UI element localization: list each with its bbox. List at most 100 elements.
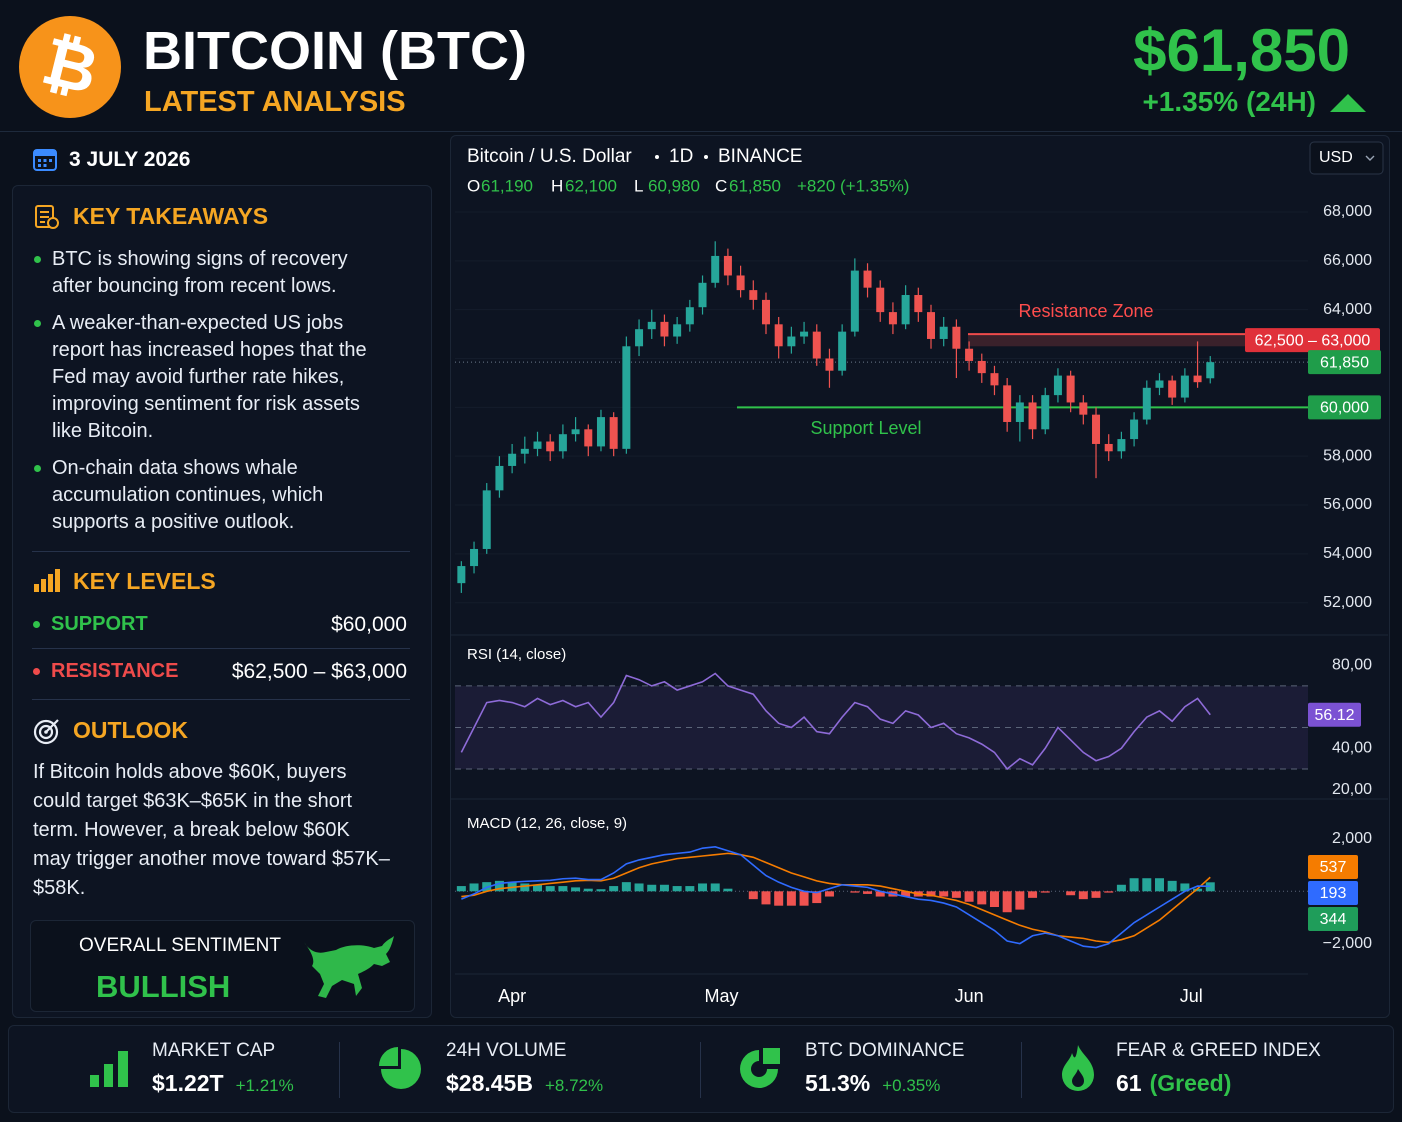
candle-body <box>1193 375 1202 383</box>
candle-body <box>888 312 897 325</box>
calendar-icon <box>33 149 57 171</box>
candle-body <box>787 336 796 347</box>
logo-circle <box>19 16 121 118</box>
histogram-bar <box>583 888 593 892</box>
y-tick-label: 66,000 <box>1323 252 1372 269</box>
y-tick-label: 58,000 <box>1323 447 1372 464</box>
histogram-bar <box>558 886 568 892</box>
candle-body <box>1066 375 1075 403</box>
bull-icon <box>304 936 394 998</box>
sidebar-panel <box>12 185 432 1018</box>
macd-line <box>461 846 1211 949</box>
histogram-bar <box>571 887 581 892</box>
pane-title: RSI (14, close) <box>467 646 566 663</box>
takeaways-title: KEY TAKEAWAYS <box>73 203 269 229</box>
level-label: SUPPORT <box>33 613 148 636</box>
candle-body <box>749 290 758 300</box>
divider <box>32 699 410 700</box>
btc-logo: ₿ <box>19 16 121 118</box>
separator-dot <box>655 155 659 159</box>
resistance-badge <box>1245 328 1380 353</box>
takeaways-list: BTC is showing signs of recovery after b… <box>32 246 377 546</box>
candle-body <box>800 331 809 337</box>
candle-body <box>825 358 834 371</box>
candle-body <box>977 360 986 374</box>
candle-body <box>914 295 923 313</box>
page-subtitle: LATEST ANALYSIS <box>144 86 406 118</box>
stat-value: $1.22T +1.21% <box>152 1070 294 1097</box>
candle-body <box>1003 385 1012 422</box>
candle-body <box>1206 362 1215 379</box>
y-tick-label: 56,000 <box>1323 496 1372 513</box>
chart-title: Bitcoin / U.S. Dollar <box>467 146 632 167</box>
histogram-bar <box>723 888 733 892</box>
stat-value: 61 (Greed) <box>1116 1070 1231 1097</box>
ohlc-value: 62,100 <box>565 176 617 195</box>
macd-badge <box>1308 855 1358 879</box>
price: $61,850 <box>1133 17 1350 84</box>
candle-body <box>1104 443 1113 452</box>
ohlc-key: O <box>467 176 480 195</box>
candle-body <box>1053 375 1062 396</box>
macd-badge-label: 537 <box>1320 859 1347 876</box>
volume-icon <box>379 1047 421 1089</box>
candle-body <box>711 255 720 283</box>
histogram-bar <box>685 886 695 892</box>
histogram-bar <box>1116 884 1126 892</box>
histogram-bar <box>799 891 809 906</box>
histogram-bar <box>901 891 911 897</box>
histogram-bar <box>1167 880 1177 892</box>
histogram-bar <box>1142 878 1152 892</box>
levels-icon <box>34 569 60 592</box>
divider <box>700 1042 701 1098</box>
candle-body <box>457 566 466 584</box>
histogram-bar <box>1193 888 1203 892</box>
histogram-bar <box>710 883 720 892</box>
current-price-badge-label: 61,850 <box>1320 354 1369 371</box>
histogram-bar <box>812 891 822 904</box>
divider <box>32 648 410 649</box>
macd-line <box>461 852 1211 944</box>
ohlc-key: L <box>634 176 643 195</box>
macd-badge <box>1308 907 1358 931</box>
histogram-bar <box>456 886 466 892</box>
separator-dot <box>704 155 708 159</box>
histogram-bar <box>939 891 949 897</box>
y-tick-label: 20,00 <box>1332 781 1372 798</box>
candle-body <box>685 307 694 325</box>
candle-body <box>635 329 644 347</box>
outlook-icon <box>33 719 59 745</box>
candle-body <box>495 465 504 491</box>
y-tick-label: 68,000 <box>1323 203 1372 220</box>
stat-label: BTC DOMINANCE <box>805 1040 965 1061</box>
date: 3 JULY 2026 <box>69 148 191 171</box>
histogram-bar <box>761 891 771 905</box>
level-label: RESISTANCE <box>33 660 178 683</box>
support-badge-label: 60,000 <box>1320 400 1369 417</box>
candle-body <box>673 324 682 337</box>
histogram-bar <box>824 891 834 897</box>
histogram-bar <box>875 891 885 897</box>
candle-body <box>939 326 948 339</box>
candle-body <box>736 275 745 291</box>
histogram-bar <box>1078 891 1088 900</box>
candle-body <box>647 321 656 330</box>
divider <box>32 551 410 552</box>
candle-body <box>1155 380 1164 388</box>
currency-box <box>1309 141 1384 175</box>
x-tick-label: May <box>705 986 739 1006</box>
candle-body <box>876 287 885 313</box>
currency-select[interactable]: USD <box>1309 141 1384 175</box>
macd-badge-label: 344 <box>1320 911 1347 928</box>
histogram-bar <box>1091 891 1101 898</box>
y-tick-label: 80,00 <box>1332 656 1372 673</box>
histogram-bar <box>786 891 796 906</box>
histogram-bar <box>1028 891 1038 898</box>
stat-note: (Greed) <box>1149 1070 1232 1096</box>
histogram-bar <box>545 886 555 892</box>
histogram-bar <box>609 886 619 892</box>
candle-body <box>660 321 669 337</box>
histogram-bar <box>596 889 606 892</box>
candle-body <box>723 255 732 276</box>
